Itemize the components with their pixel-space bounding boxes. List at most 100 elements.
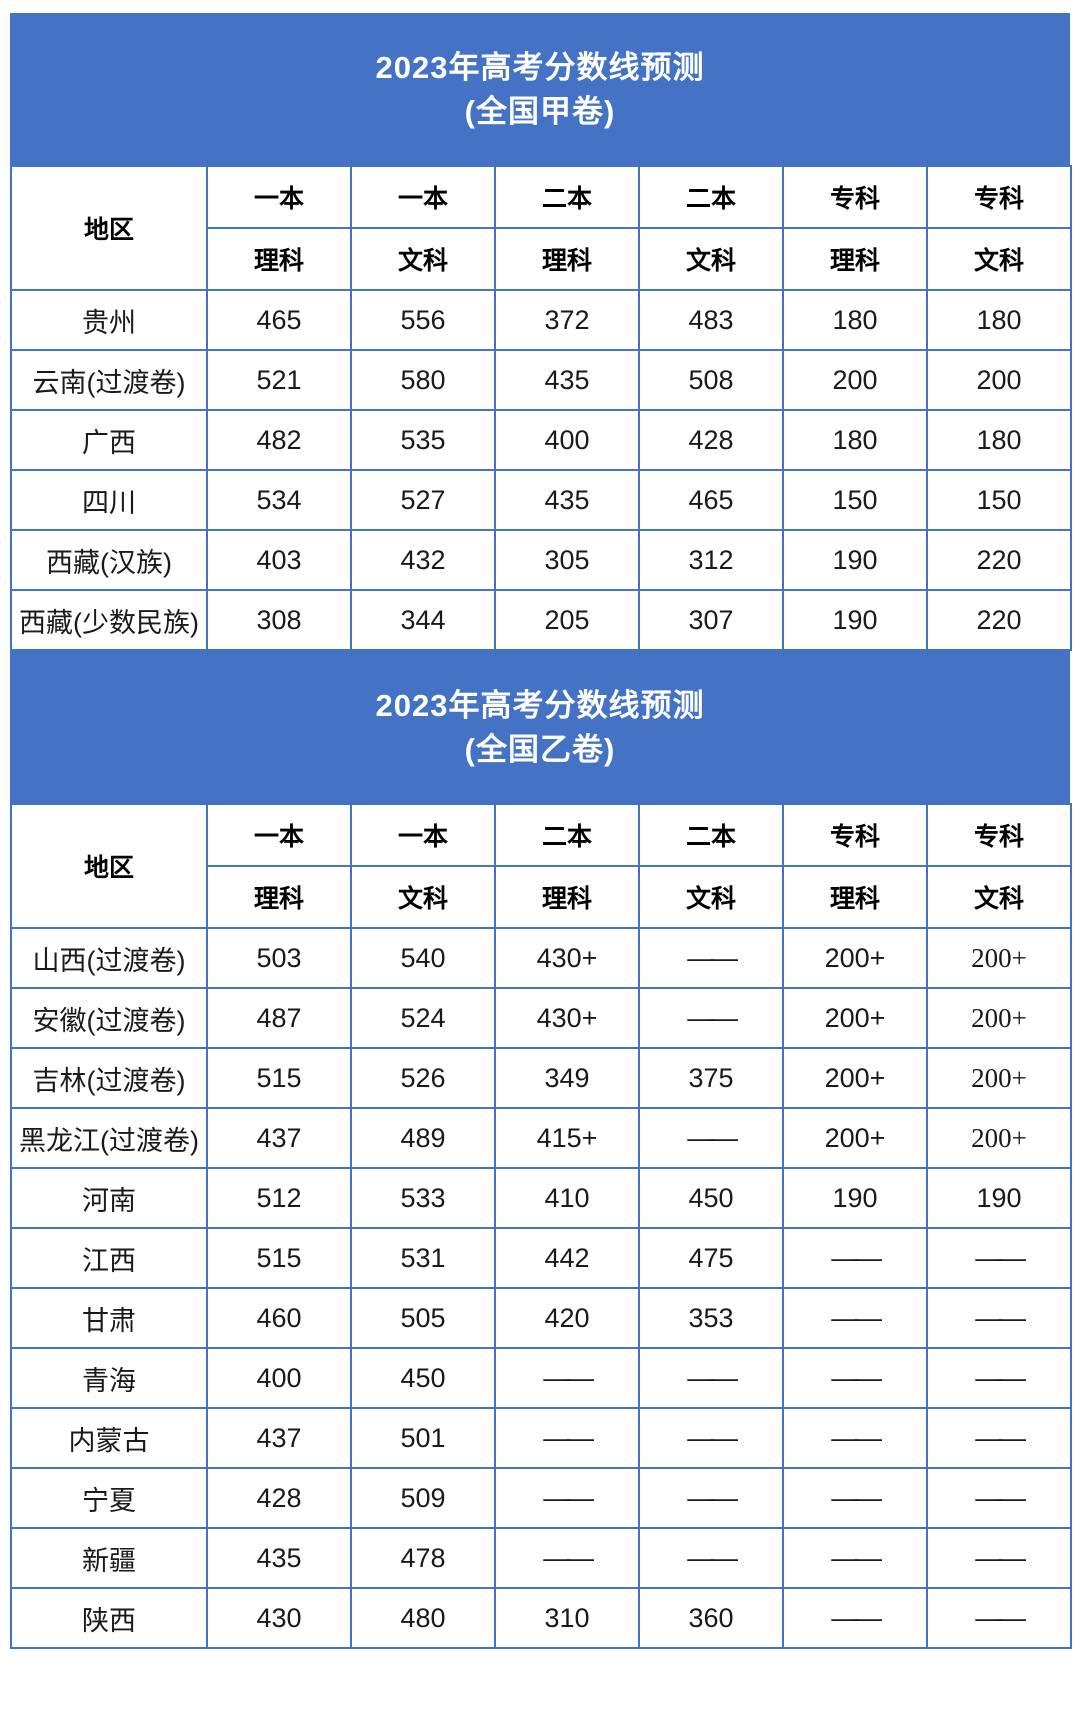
score-cell: 475 <box>638 1227 784 1289</box>
score-cell: —— <box>782 1527 928 1589</box>
score-cell: 200+ <box>782 1107 928 1169</box>
table-title: 2023年高考分数线预测 <box>375 687 705 723</box>
table-row: 安徽(过渡卷) 487 524 430+ —— 200+ 200+ <box>10 987 1072 1049</box>
score-cell: 508 <box>638 349 784 411</box>
paper-b-title-band: 2023年高考分数线预测 (全国乙卷) <box>10 651 1070 803</box>
table-row: 云南(过渡卷) 521 580 435 508 200 200 <box>10 349 1072 411</box>
score-cell: —— <box>926 1587 1072 1649</box>
score-cell: 220 <box>926 529 1072 591</box>
table-row: 甘肃 460 505 420 353 —— —— <box>10 1287 1072 1349</box>
score-cell: 483 <box>638 289 784 351</box>
table-row: 西藏(汉族) 403 432 305 312 190 220 <box>10 529 1072 591</box>
region-cell: 四川 <box>10 469 208 531</box>
score-cell: —— <box>926 1407 1072 1469</box>
score-cell: 400 <box>206 1347 352 1409</box>
score-cell: 400 <box>494 409 640 471</box>
score-cell: 150 <box>782 469 928 531</box>
score-cell: 190 <box>926 1167 1072 1229</box>
region-cell: 陕西 <box>10 1587 208 1649</box>
table-row: 贵州 465 556 372 483 180 180 <box>10 289 1072 351</box>
score-cell: 190 <box>782 589 928 651</box>
score-cell: 344 <box>350 589 496 651</box>
table-row: 新疆 435 478 —— —— —— —— <box>10 1527 1072 1589</box>
subject-header-cell: 理科 <box>782 227 928 291</box>
score-cell: —— <box>638 1407 784 1469</box>
score-cell: 200+ <box>782 1047 928 1109</box>
score-cell: 150 <box>926 469 1072 531</box>
score-cell: —— <box>638 1527 784 1589</box>
score-cell: 505 <box>350 1287 496 1349</box>
score-cell: 312 <box>638 529 784 591</box>
table-row: 山西(过渡卷) 503 540 430+ —— 200+ 200+ <box>10 927 1072 989</box>
score-cell: —— <box>494 1527 640 1589</box>
subject-header-cell: 理科 <box>206 227 352 291</box>
region-cell: 黑龙江(过渡卷) <box>10 1107 208 1169</box>
score-cell: 200 <box>926 349 1072 411</box>
region-cell: 河南 <box>10 1167 208 1229</box>
score-cell: 509 <box>350 1467 496 1529</box>
table-row: 陕西 430 480 310 360 —— —— <box>10 1587 1072 1649</box>
subject-header-cell: 文科 <box>638 865 784 929</box>
score-cell: —— <box>926 1347 1072 1409</box>
score-cell: 521 <box>206 349 352 411</box>
table-row: 广西 482 535 400 428 180 180 <box>10 409 1072 471</box>
score-cell: 375 <box>638 1047 784 1109</box>
score-cell: 482 <box>206 409 352 471</box>
score-cell: 501 <box>350 1407 496 1469</box>
score-cell: 200+ <box>782 927 928 989</box>
score-cell: 531 <box>350 1227 496 1289</box>
region-cell: 内蒙古 <box>10 1407 208 1469</box>
score-cell: —— <box>494 1347 640 1409</box>
header-row-level: 地区 一本 一本 二本 二本 专科 专科 <box>10 165 1072 291</box>
score-cell: 527 <box>350 469 496 531</box>
score-cell: 465 <box>638 469 784 531</box>
score-cell: 190 <box>782 1167 928 1229</box>
group-header-cell: 二本 <box>638 165 784 229</box>
group-header-cell: 专科 <box>782 803 928 867</box>
region-cell: 广西 <box>10 409 208 471</box>
group-header-cell: 二本 <box>638 803 784 867</box>
subject-header-cell: 文科 <box>350 227 496 291</box>
score-cell: 437 <box>206 1407 352 1469</box>
score-cell: 512 <box>206 1167 352 1229</box>
table-row: 青海 400 450 —— —— —— —— <box>10 1347 1072 1409</box>
subject-header-cell: 文科 <box>638 227 784 291</box>
table-subtitle: (全国甲卷) <box>464 93 616 129</box>
group-header-cell: 一本 <box>350 803 496 867</box>
score-cell: —— <box>926 1227 1072 1289</box>
region-cell: 云南(过渡卷) <box>10 349 208 411</box>
score-cell: 489 <box>350 1107 496 1169</box>
score-cell: 180 <box>926 409 1072 471</box>
score-cell: 450 <box>350 1347 496 1409</box>
score-cell: 556 <box>350 289 496 351</box>
region-cell: 吉林(过渡卷) <box>10 1047 208 1109</box>
score-cell: 515 <box>206 1227 352 1289</box>
score-cell: —— <box>638 987 784 1049</box>
group-header-cell: 专科 <box>782 165 928 229</box>
score-cell: 437 <box>206 1107 352 1169</box>
score-cell: 540 <box>350 927 496 989</box>
score-cell: 430+ <box>494 987 640 1049</box>
region-cell: 西藏(汉族) <box>10 529 208 591</box>
header-row-subject: 理科 文科 理科 文科 理科 文科 <box>11 227 1072 291</box>
subject-header-cell: 文科 <box>926 227 1072 291</box>
score-cell: 200+ <box>926 987 1072 1049</box>
score-cell: 430 <box>206 1587 352 1649</box>
score-cell: 435 <box>494 469 640 531</box>
region-cell: 青海 <box>10 1347 208 1409</box>
score-table-paper-b: 地区 一本 一本 二本 二本 专科 专科 理科 文科 理科 文科 理科 文科 山西(过渡卷) 503 540 4… <box>10 803 1072 1649</box>
subject-header-cell: 理科 <box>494 865 640 929</box>
table-row: 宁夏 428 509 —— —— —— —— <box>10 1467 1072 1529</box>
subject-header-cell: 理科 <box>206 865 352 929</box>
table-subtitle: (全国乙卷) <box>464 731 616 767</box>
score-cell: 460 <box>206 1287 352 1349</box>
score-cell: 524 <box>350 987 496 1049</box>
group-header-cell: 一本 <box>350 165 496 229</box>
group-header-cell: 二本 <box>494 165 640 229</box>
region-cell: 山西(过渡卷) <box>10 927 208 989</box>
score-cell: 308 <box>206 589 352 651</box>
score-cell: 533 <box>350 1167 496 1229</box>
region-header-cell: 地区 <box>10 165 208 291</box>
group-header-cell: 专科 <box>926 803 1072 867</box>
